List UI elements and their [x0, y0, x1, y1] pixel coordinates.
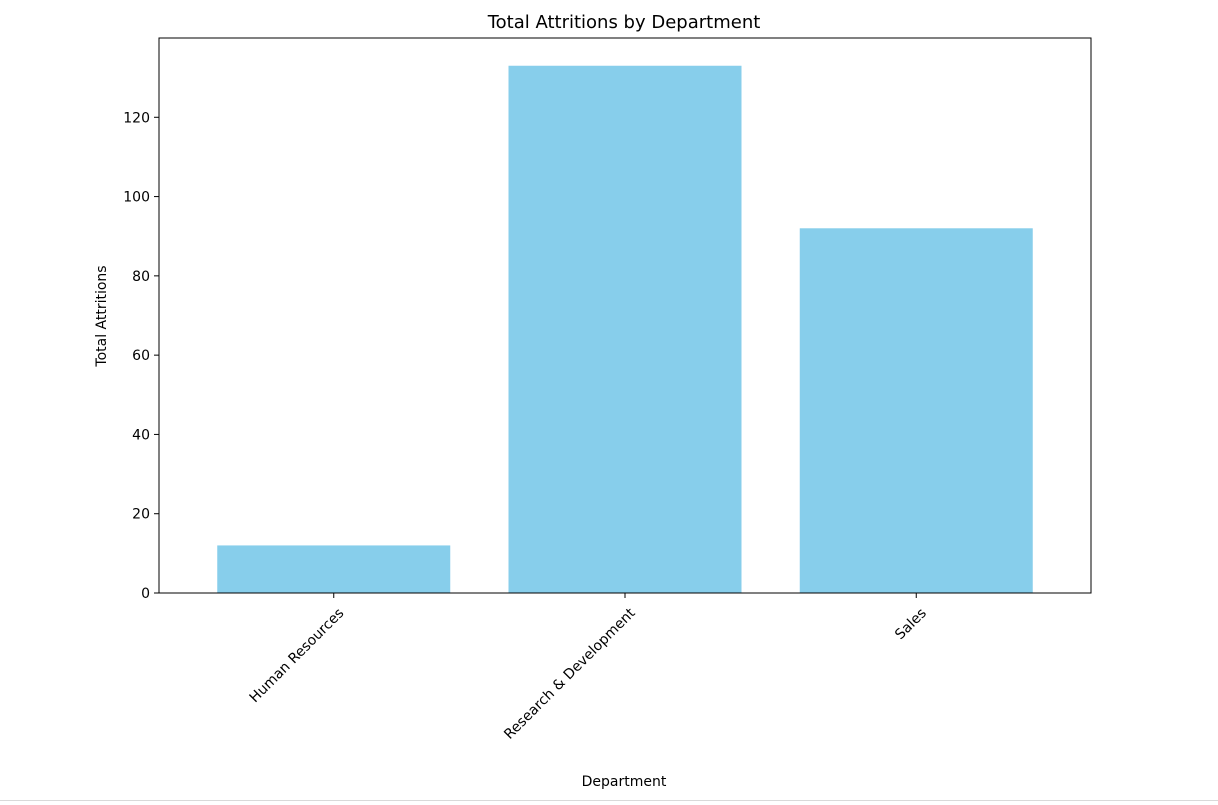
y-axis-label: Total Attritions — [94, 265, 110, 367]
y-tick-label: 100 — [123, 190, 150, 206]
y-tick-label: 40 — [132, 427, 150, 443]
y-axis-ticks: 0 20 40 60 80 100 120 — [123, 110, 159, 602]
bar-research-development — [508, 65, 742, 593]
chart-title: Total Attritions by Department — [487, 12, 761, 33]
bar-human-resources — [217, 545, 451, 593]
y-tick-label: 120 — [123, 110, 150, 126]
x-axis-label: Department — [582, 774, 667, 790]
y-tick-label: 80 — [132, 269, 150, 285]
y-tick-label: 0 — [141, 586, 150, 602]
plot-frame — [158, 37, 1092, 594]
x-tick-label: Human Resources — [247, 605, 348, 706]
bars-layer — [217, 65, 1033, 594]
y-tick-label: 60 — [132, 348, 150, 364]
x-tick-label: Sales — [892, 605, 930, 643]
y-tick-label: 20 — [132, 507, 150, 523]
x-tick-label: Research & Development — [501, 605, 639, 743]
x-axis-ticks: Human Resources Research & Development Sal… — [247, 593, 930, 743]
bottom-divider — [0, 800, 1218, 801]
bar-sales — [799, 228, 1033, 594]
